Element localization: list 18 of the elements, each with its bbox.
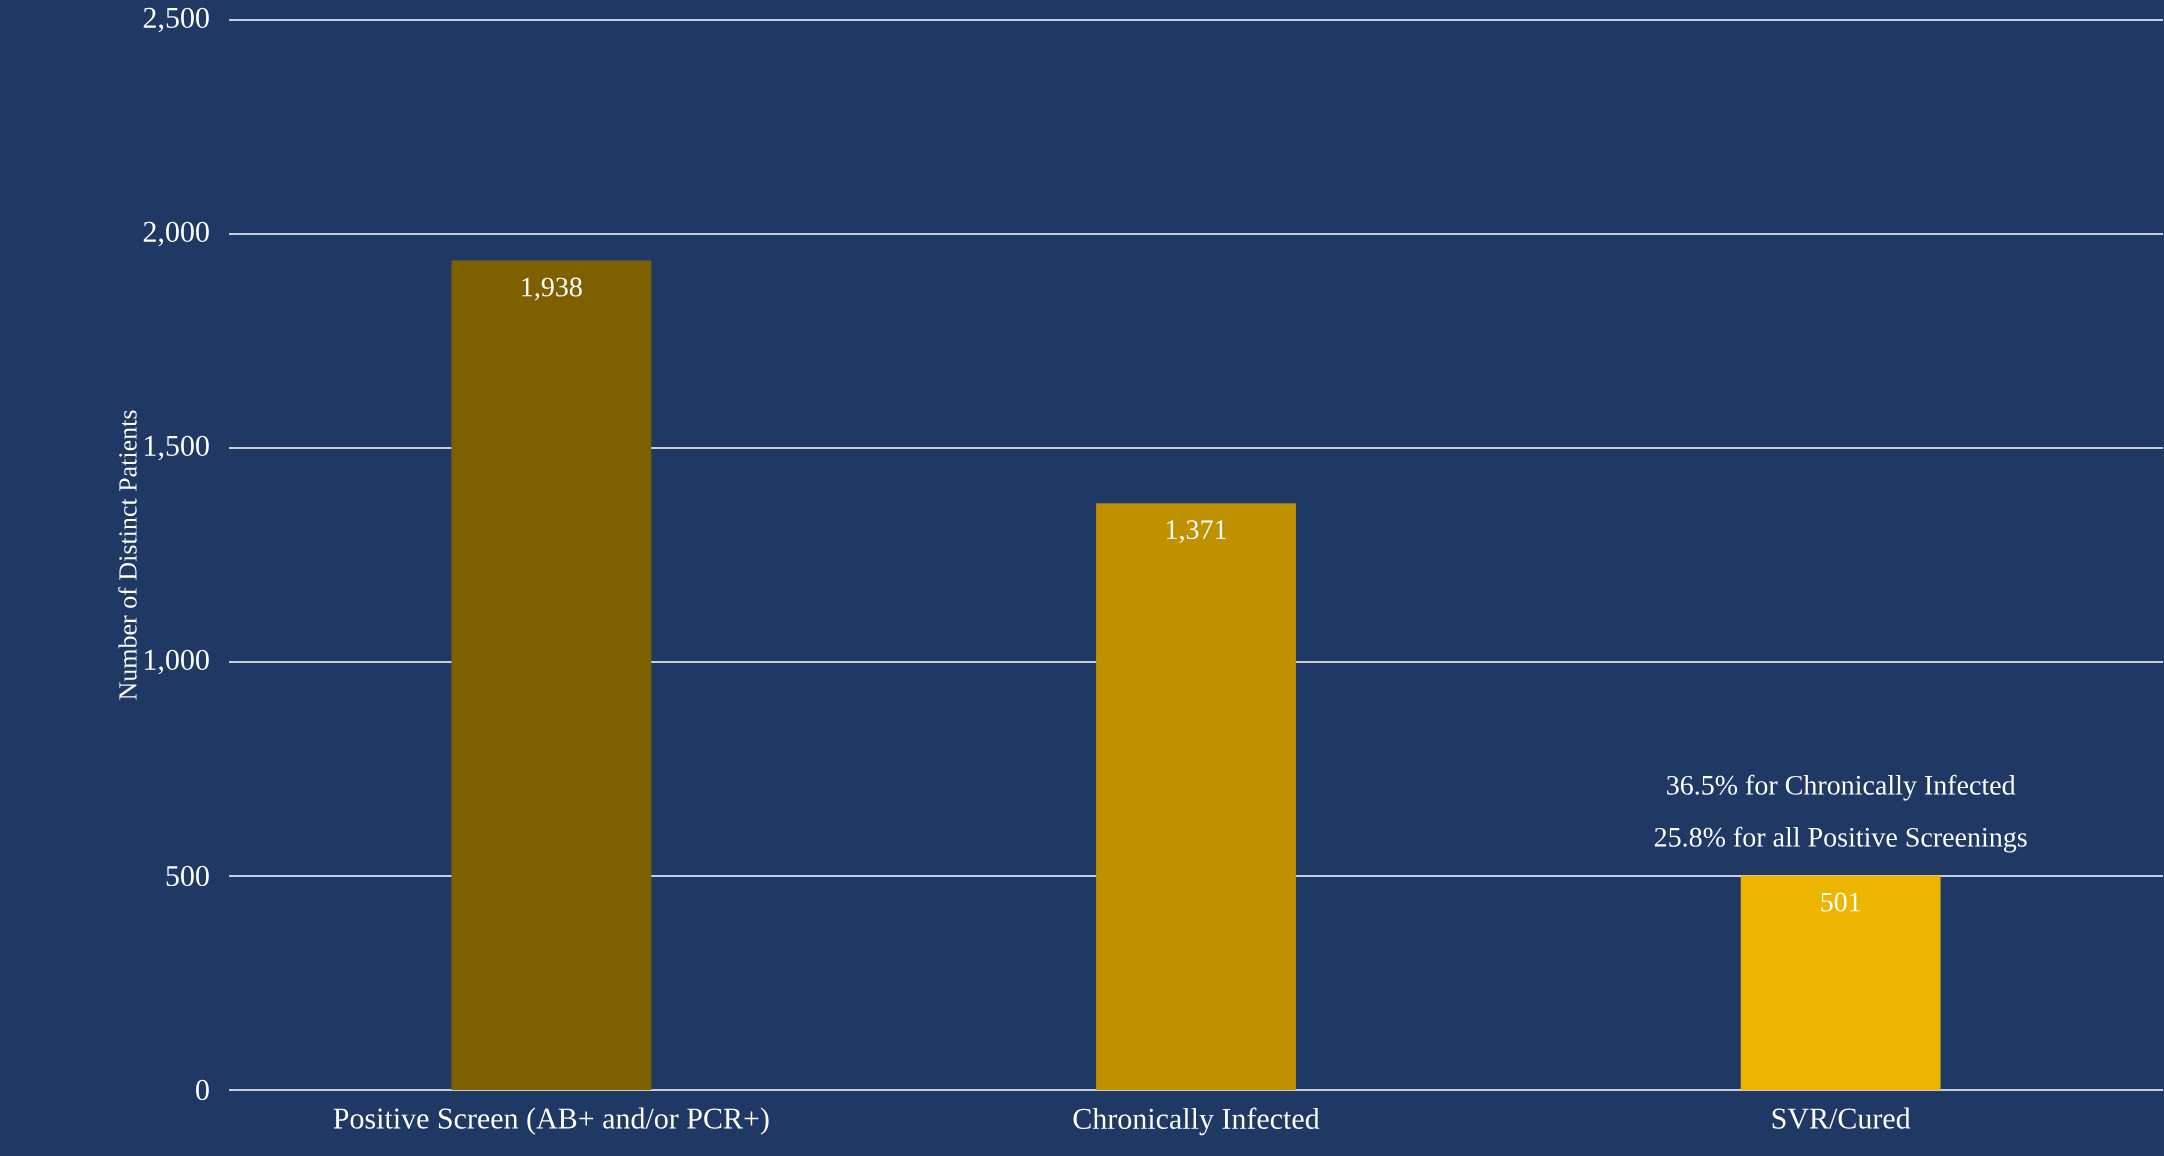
y-tick-label: 2,000	[143, 221, 209, 247]
y-tick-label: 2,500	[143, 7, 209, 33]
data-label: 1,371	[1166, 520, 1226, 544]
bar	[1096, 503, 1296, 1090]
y-tick-label: 500	[166, 865, 209, 887]
annotation: 36.5% for Chronically Infected	[1667, 774, 2016, 801]
y-tick-label: 1,500	[145, 435, 209, 461]
y-tick-label: 1,000	[145, 649, 209, 675]
x-tick-label: SVR/Cured	[1772, 1107, 1911, 1129]
x-tick-label: Positive Screen (AB+ and/or PCR+)	[333, 1107, 769, 1135]
x-tick-label: Chronically Infected	[1073, 1107, 1320, 1136]
bar	[451, 260, 652, 1090]
bar	[1740, 875, 1941, 1090]
annotation: 25.8% for all Positive Screenings	[1654, 826, 2027, 853]
y-tick-label: 0	[196, 1079, 209, 1101]
data-label: 1,938	[522, 277, 582, 301]
data-label: 501	[1821, 892, 1860, 912]
y-axis-title: Number of Distinct Patients	[118, 410, 137, 700]
